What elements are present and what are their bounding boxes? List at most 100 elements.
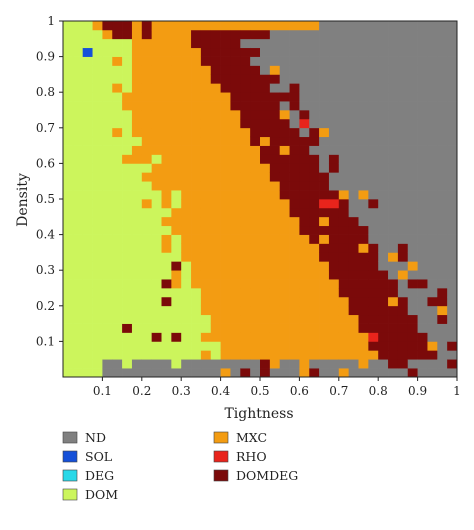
heatmap-cell [397,359,409,369]
heatmap-cell [328,243,340,253]
heatmap-cell [250,56,261,66]
heatmap-cell [328,368,340,378]
heatmap-cell [388,21,399,31]
heatmap-cell [397,74,409,84]
heatmap-cell [112,252,123,262]
heatmap-cell [82,323,93,333]
heatmap-cell [397,118,409,129]
heatmap-cell [141,110,152,120]
heatmap-cell [368,261,379,271]
heatmap-cell [388,172,399,182]
heatmap-cell [437,296,448,307]
heatmap-cell [447,83,458,93]
heatmap-cell [447,252,458,262]
heatmap-cell [407,288,418,298]
heatmap-cell [72,65,84,75]
heatmap-cell [279,341,290,351]
heatmap-cell [141,92,152,102]
heatmap-cell [417,207,428,218]
heatmap-cell [240,350,251,360]
heatmap-cell [171,323,182,333]
heatmap-cell [388,127,399,138]
heatmap-cell [269,83,281,93]
heatmap-cell [299,279,310,289]
heatmap-cell [358,21,369,31]
heatmap-cell [417,199,428,209]
heatmap-cell [289,288,300,298]
heatmap-cell [348,216,359,227]
heatmap-cell [161,163,172,173]
heatmap-cell [240,234,251,244]
heatmap-cell [447,323,458,333]
heatmap-cell [72,234,84,244]
heatmap-cell [131,136,143,146]
heatmap-cell [250,47,261,57]
heatmap-cell [289,92,300,102]
heatmap-cell [319,305,330,316]
heatmap-cell [299,145,310,155]
heatmap-cell [378,225,389,235]
heatmap-cell [358,29,369,40]
heatmap-cell [131,38,143,49]
heatmap-cell [200,305,212,316]
heatmap-cell [220,118,231,129]
heatmap-cell [437,38,448,49]
heatmap-cell [437,252,448,262]
heatmap-cell [397,288,409,298]
heatmap-cell [161,243,172,253]
heatmap-cell [407,216,418,227]
heatmap-cell [171,145,182,155]
heatmap-cell [82,190,93,200]
heatmap-cell [102,74,113,84]
heatmap-cell [161,296,172,307]
heatmap-cell [397,83,409,93]
heatmap-cell [181,110,192,120]
heatmap-cell [250,190,261,200]
heatmap-cell [407,332,418,342]
heatmap-cell [102,21,113,31]
heatmap-cell [269,261,281,271]
heatmap-cell [72,225,84,235]
heatmap-cell [250,110,261,120]
heatmap-cell [161,92,172,102]
y-tick-label: 0.9 [36,50,55,64]
heatmap-cell [368,145,379,155]
heatmap-cell [378,216,389,227]
heatmap-cell [427,47,438,57]
heatmap-cell [407,314,418,324]
heatmap-cell [388,92,399,102]
heatmap-cell [92,314,103,324]
heatmap-cell [437,21,448,31]
heatmap-cell [72,279,84,289]
heatmap-cell [200,350,212,360]
heatmap-cell [200,21,212,31]
heatmap-cell [82,127,93,138]
heatmap-cell [437,127,448,138]
heatmap-cell [122,29,133,40]
heatmap-cell [220,127,231,138]
heatmap-cell [319,314,330,324]
heatmap-cell [299,38,310,49]
heatmap-cell [260,305,271,316]
heatmap-cell [279,136,290,146]
heatmap-cell [348,163,359,173]
heatmap-cell [338,136,349,146]
heatmap-cell [427,207,438,218]
heatmap-cell [151,163,162,173]
heatmap-cell [368,270,379,280]
heatmap-cell [269,21,281,31]
heatmap-cell [112,154,123,164]
heatmap-cell [122,154,133,164]
heatmap-cell [358,279,369,289]
heatmap-cell [309,350,320,360]
heatmap-cell [260,181,271,191]
heatmap-cell [122,359,133,369]
heatmap-cell [309,216,320,227]
heatmap-cell [92,261,103,271]
heatmap-cell [63,127,74,138]
heatmap-cell [279,118,290,129]
heatmap-cell [397,56,409,66]
heatmap-cell [447,243,458,253]
heatmap-cell [240,21,251,31]
heatmap-cell [417,101,428,111]
